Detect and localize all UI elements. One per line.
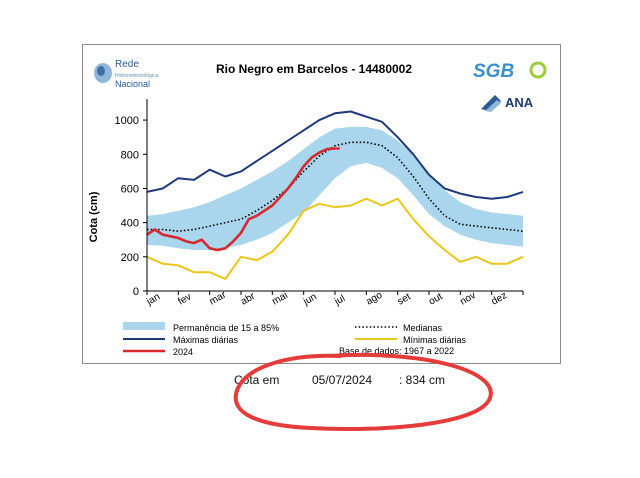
x-tick-label: out bbox=[427, 291, 445, 308]
legend-label: Mínimas diárias bbox=[403, 335, 467, 345]
y-tick-label: 0 bbox=[133, 286, 139, 298]
x-tick-label: nov bbox=[458, 290, 477, 308]
y-tick-label: 800 bbox=[121, 149, 139, 161]
current-year-line bbox=[146, 147, 340, 252]
y-tick-label: 400 bbox=[121, 218, 139, 230]
legend-label: Permanência de 15 a 85% bbox=[173, 323, 279, 333]
x-tick-label: jul bbox=[332, 293, 347, 308]
x-tick-label: abr bbox=[239, 291, 258, 308]
x-tick-label: fev bbox=[176, 291, 193, 307]
rede-logo-text-3: Nacional bbox=[115, 79, 150, 89]
rede-logo: Rede Hidrometeorológica Nacional bbox=[94, 59, 159, 89]
x-tick-label: dez bbox=[490, 290, 509, 308]
legend-label: Medianas bbox=[403, 323, 443, 333]
band-area bbox=[147, 126, 523, 250]
x-tick-label: mar bbox=[208, 289, 229, 307]
cota-readout: Cota em 05/07/2024 : 834 cm bbox=[234, 373, 445, 429]
y-tick-label: 600 bbox=[121, 183, 139, 195]
chart-title: Rio Negro em Barcelos - 14480002 bbox=[216, 62, 412, 76]
legend-label: 2024 bbox=[173, 347, 193, 357]
chart: Rede Hidrometeorológica Nacional SGB ANA… bbox=[88, 59, 547, 357]
y-tick-label: 1000 bbox=[115, 115, 139, 127]
ana-logo-text: ANA bbox=[505, 95, 534, 110]
y-tick-label: 200 bbox=[121, 252, 139, 264]
legend: Permanência de 15 a 85% Medianas Máximas d… bbox=[123, 322, 467, 357]
legend-swatch-band bbox=[123, 322, 165, 330]
x-tick-label: mai bbox=[270, 290, 289, 308]
sgb-logo-text: SGB bbox=[473, 61, 514, 82]
ana-logo: ANA bbox=[481, 95, 534, 112]
x-tick-label: ago bbox=[364, 290, 384, 308]
median-line bbox=[147, 141, 524, 232]
y-axis-label: Cota (cm) bbox=[88, 191, 100, 242]
sgb-logo: SGB bbox=[473, 61, 547, 82]
min-line bbox=[146, 197, 524, 280]
rede-logo-text-1: Rede bbox=[115, 59, 139, 70]
max-line bbox=[146, 110, 524, 200]
legend-label: Máximas diárias bbox=[173, 335, 239, 345]
rede-logo-text-2: Hidrometeorológica bbox=[115, 73, 159, 79]
cota-value: : 834 cm bbox=[399, 373, 446, 387]
x-tick-label: set bbox=[396, 291, 413, 307]
series-lines bbox=[146, 110, 524, 280]
cota-date: 05/07/2024 bbox=[312, 373, 373, 387]
cota-label: Cota em bbox=[234, 373, 280, 387]
percentile-band bbox=[147, 126, 523, 250]
chart-card: Rede Hidrometeorológica Nacional SGB ANA… bbox=[82, 44, 561, 364]
source-note: Base de dados: 1967 a 2022 bbox=[339, 346, 454, 356]
